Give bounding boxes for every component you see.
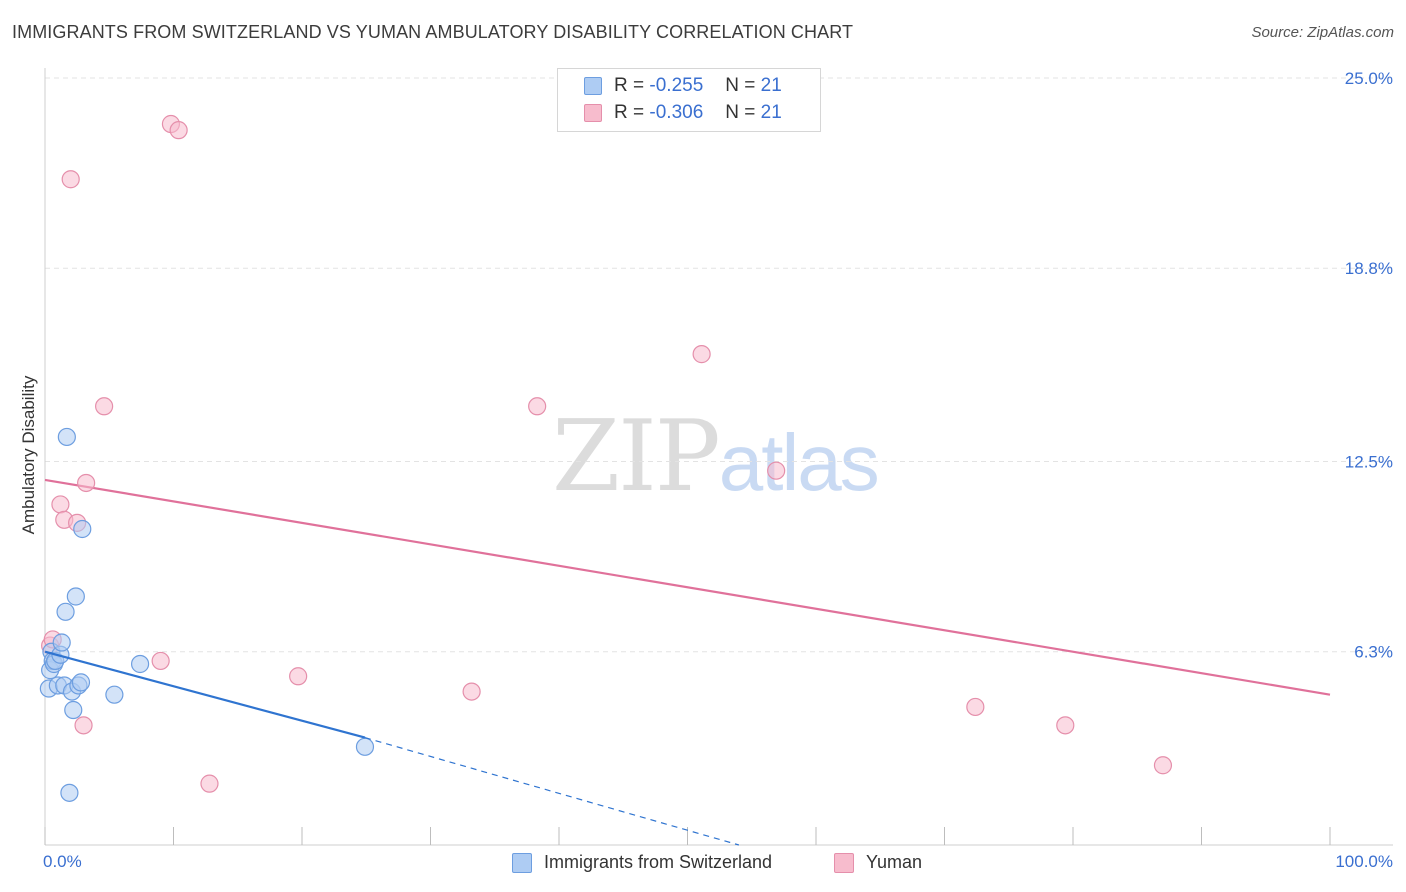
- yuman-point: [77, 473, 96, 493]
- series-swatch-pink: [834, 852, 854, 873]
- correlation-legend: R = -0.255 N = 21 R = -0.306 N = 21: [557, 68, 821, 132]
- y-tick-label: 12.5%: [1345, 453, 1393, 472]
- switzerland-point: [52, 633, 71, 652]
- switzerland-point: [56, 602, 75, 621]
- y-tick-label: 6.3%: [1354, 643, 1393, 662]
- switzerland-point: [66, 587, 85, 606]
- yuman-point: [95, 397, 114, 416]
- watermark-zip: ZIP: [552, 400, 721, 514]
- watermark-atlas: atlas: [718, 418, 880, 507]
- switzerland-point: [73, 519, 92, 539]
- switzerland-point: [355, 737, 375, 756]
- y-axis-label: Ambulatory Disability: [19, 375, 38, 535]
- yuman-point: [51, 495, 70, 514]
- yuman-point: [1153, 756, 1173, 775]
- switzerland-point: [60, 783, 79, 802]
- yuman-point: [462, 682, 481, 701]
- switzerland-point: [130, 654, 150, 674]
- legend-row-yuman: R = -0.306 N = 21: [584, 101, 782, 125]
- yuman-point: [692, 345, 711, 364]
- switzerland-point: [105, 685, 124, 704]
- series-legend-yuman[interactable]: Yuman: [834, 852, 922, 873]
- legend-r-value: -0.255: [649, 75, 704, 96]
- switzerland-point: [64, 700, 83, 720]
- watermark: ZIPatlas: [552, 400, 880, 514]
- legend-r-value: -0.306: [649, 102, 704, 123]
- switzerland-point: [57, 427, 76, 447]
- yuman-point: [289, 667, 308, 686]
- x-tick-label-min: 0.0%: [43, 852, 82, 871]
- switzerland-trend-extension: [364, 737, 740, 846]
- switzerland-point: [71, 673, 91, 692]
- series-legend-switzerland[interactable]: Immigrants from Switzerland: [512, 852, 772, 873]
- switzerland-trend-line: [44, 650, 366, 739]
- legend-n-label: N =: [725, 75, 756, 96]
- y-tick-label: 18.8%: [1345, 259, 1393, 278]
- yuman-point: [151, 651, 170, 671]
- legend-r-label: R =: [614, 102, 645, 123]
- x-tick-label-max: 100.0%: [1335, 852, 1393, 871]
- yuman-point: [528, 397, 547, 416]
- yuman-point: [169, 121, 188, 140]
- yuman-point: [200, 774, 219, 793]
- chart-title: IMMIGRANTS FROM SWITZERLAND VS YUMAN AMB…: [12, 22, 854, 42]
- source-label: Source: ZipAtlas.com: [1251, 24, 1394, 41]
- yuman-point: [767, 461, 786, 480]
- yuman-point: [61, 170, 80, 189]
- series-legend-label: Yuman: [866, 852, 923, 872]
- legend-swatch-blue: [584, 77, 602, 95]
- yuman-point: [1056, 716, 1075, 735]
- yuman-trend-line: [44, 478, 1331, 696]
- series-legend: Immigrants from Switzerland Yuman: [0, 852, 1406, 878]
- yuman-point: [74, 716, 93, 735]
- legend-n-value: 21: [760, 75, 782, 96]
- legend-row-switzerland: R = -0.255 N = 21: [584, 74, 782, 98]
- series-swatch-blue: [512, 852, 532, 873]
- legend-swatch-pink: [584, 104, 602, 122]
- legend-n-label: N =: [725, 102, 756, 123]
- legend-r-label: R =: [614, 75, 645, 96]
- y-tick-label: 25.0%: [1345, 69, 1393, 88]
- legend-n-value: 21: [760, 102, 782, 123]
- yuman-point: [966, 697, 985, 717]
- series-legend-label: Immigrants from Switzerland: [544, 852, 773, 872]
